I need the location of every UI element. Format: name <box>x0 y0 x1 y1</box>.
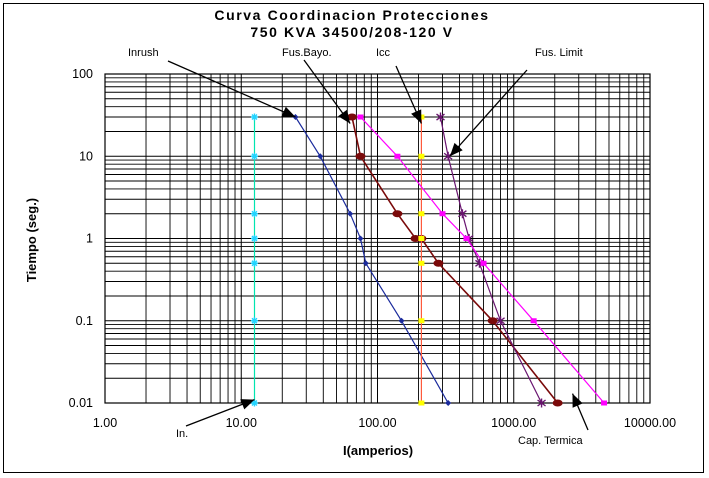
series-point <box>250 317 258 325</box>
annotation-arrowhead <box>411 109 422 124</box>
x-tick-label: 100.00 <box>358 416 396 430</box>
series-point <box>436 112 445 122</box>
annotation-label: In. <box>176 428 188 440</box>
chart-title-line-2: 750 KVA 34500/208-120 V <box>250 24 453 40</box>
y-axis-title: Tiempo (seg.) <box>24 198 39 282</box>
annotation-label: Fus.Bayo. <box>282 47 332 59</box>
chart-title-line-1: Curva Coordinacion Protecciones <box>214 7 489 23</box>
series-point <box>392 210 403 218</box>
series-point <box>530 318 537 324</box>
axes: 1.00 10.00 100.00 1000.00 10000.00 100 10 1 0.1 0… <box>69 67 676 430</box>
annotation-label: Fus. Limit <box>535 47 583 59</box>
grid <box>104 73 651 404</box>
series-point <box>355 152 366 160</box>
series-point <box>487 317 498 325</box>
series-point <box>457 209 467 219</box>
series-point <box>357 235 364 242</box>
series-point <box>347 210 354 217</box>
series-point <box>250 399 258 407</box>
series-point <box>433 259 444 267</box>
annotation-arrowhead <box>338 109 351 124</box>
series-point <box>394 153 401 159</box>
series-point <box>418 114 425 120</box>
series-point <box>463 236 470 241</box>
series-point <box>537 398 546 408</box>
series-point <box>347 113 358 121</box>
x-tick-label: 1000.00 <box>491 416 536 430</box>
series-point <box>496 316 505 326</box>
y-tick-label: 1 <box>86 232 93 246</box>
y-tick-label: 0.1 <box>76 314 93 328</box>
x-tick-label: 10000.00 <box>624 416 676 430</box>
annotation-layer: Inrush Fus.Bayo. Icc Fus. Limit In. Cap. Term… <box>128 47 589 447</box>
x-tick-label: 10.00 <box>226 416 257 430</box>
x-tick-label: 1.00 <box>93 416 117 430</box>
series-point <box>445 400 452 406</box>
series-point <box>250 259 258 267</box>
series-point <box>418 211 425 217</box>
series-point <box>439 211 446 217</box>
series-point <box>418 400 425 406</box>
series-point <box>418 153 425 159</box>
series-point <box>317 153 324 160</box>
series-point <box>601 400 608 406</box>
series-point <box>480 260 487 266</box>
y-tick-label: 10 <box>79 149 93 163</box>
annotation-arrowhead <box>449 142 463 157</box>
y-tick-label: 0.01 <box>69 396 93 410</box>
annotation-label: Cap. Termica <box>518 435 583 447</box>
series-point <box>552 399 563 407</box>
series-point <box>250 235 258 242</box>
annotation-arrow-line <box>167 60 296 118</box>
annotation-arrowhead <box>240 399 255 410</box>
series-point <box>250 113 258 121</box>
series-point <box>250 210 258 218</box>
series-point <box>418 318 425 324</box>
series-5 <box>357 114 608 406</box>
series-0 <box>250 113 258 407</box>
series-point <box>357 114 364 120</box>
annotation-label: Inrush <box>128 47 159 59</box>
series-point <box>362 260 369 267</box>
annotation-arrow-line <box>303 59 351 124</box>
series-layer <box>250 112 608 408</box>
annotation-label: Icc <box>376 47 391 59</box>
series-point <box>418 236 425 241</box>
series-3 <box>418 114 425 406</box>
annotation-arrowhead <box>572 393 583 408</box>
series-point <box>398 317 405 324</box>
plot-border <box>104 73 651 404</box>
series-point <box>250 152 258 160</box>
series-point <box>418 260 425 266</box>
y-tick-label: 100 <box>72 67 93 81</box>
annotation-arrowhead <box>281 106 296 117</box>
x-axis-title: I(amperios) <box>343 443 413 458</box>
annotation-arrow-line <box>449 69 528 157</box>
